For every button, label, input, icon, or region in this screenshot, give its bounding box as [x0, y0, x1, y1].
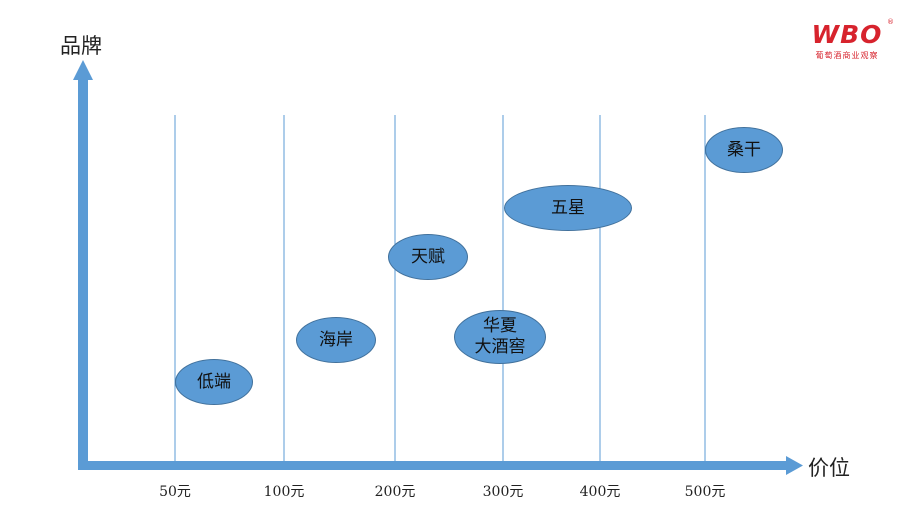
y-axis-shaft: [78, 78, 88, 470]
registered-mark: ®: [887, 18, 894, 26]
y-axis-label: 品牌: [60, 34, 102, 58]
brand-ellipse: 桑干: [705, 127, 783, 173]
y-axis-arrowhead: [73, 60, 93, 80]
logo-mark: WBO: [811, 20, 883, 49]
price-tick-label: 300元: [482, 484, 524, 500]
price-gridlines: [174, 115, 706, 462]
brand-ellipse: 低端: [175, 359, 253, 405]
price-tick-label: 500元: [684, 484, 726, 500]
price-tick-label: 400元: [579, 484, 621, 500]
price-tick-label: 50元: [159, 484, 191, 500]
logo-subtitle: 葡萄酒商业观察: [815, 51, 879, 60]
x-axis-arrowhead: [786, 456, 803, 475]
brand-ellipse: 五星: [504, 185, 632, 231]
price-tick-label: 100元: [263, 484, 305, 500]
price-tick-label: 200元: [374, 484, 416, 500]
brand-ellipse: 海岸: [296, 317, 376, 363]
x-axis-label: 价位: [808, 456, 850, 480]
x-axis-shaft: [78, 461, 790, 470]
brand-ellipse: 华夏 大酒窖: [454, 310, 546, 364]
wbo-logo: WBO ® 葡萄酒商业观察: [806, 18, 894, 61]
brand-ellipse: 天赋: [388, 234, 468, 280]
